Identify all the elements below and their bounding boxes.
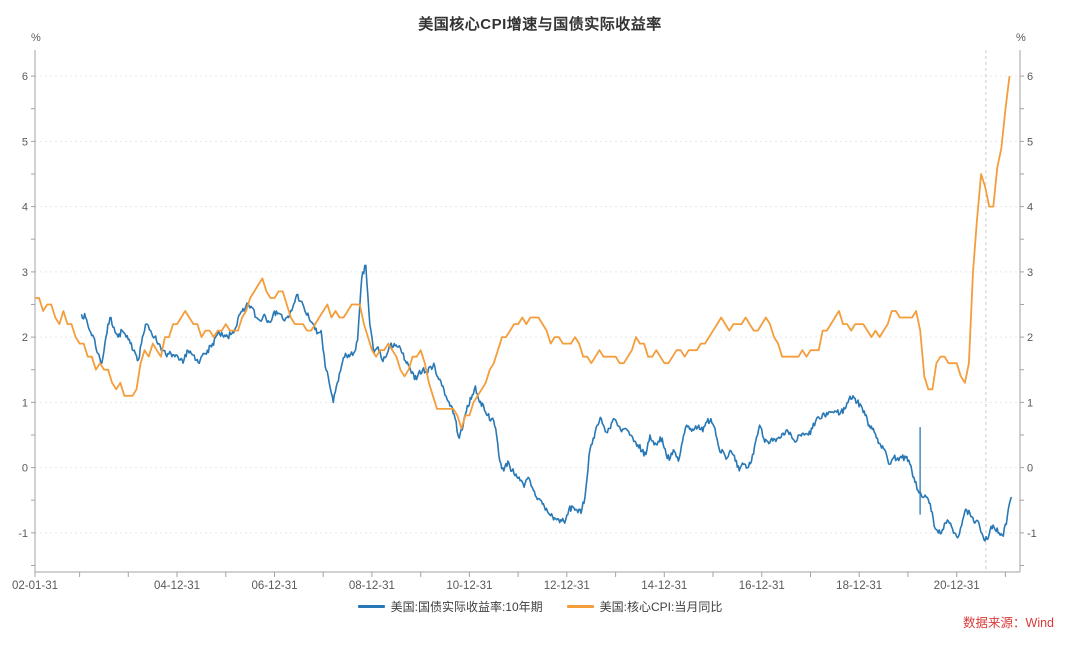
chart-title: 美国核心CPI增速与国债实际收益率 (418, 16, 662, 33)
y-tick-label: 5 (22, 136, 28, 148)
chart-legend: 美国:国债实际收益率:10年期 美国:核心CPI:当月同比 (0, 598, 1080, 615)
legend-label-real-yield: 美国:国债实际收益率:10年期 (390, 600, 543, 614)
y-tick-label: 4 (22, 202, 28, 214)
y-tick-label: 3 (1027, 267, 1033, 279)
series-line-core-cpi (35, 75, 1011, 430)
y-tick-label: 6 (22, 71, 28, 83)
x-tick-label: 04-12-31 (154, 580, 200, 592)
legend-label-core-cpi: 美国:核心CPI:当月同比 (599, 600, 723, 614)
y-tick-label: 5 (1027, 136, 1033, 148)
y-tick-label: 1 (22, 397, 28, 409)
y-tick-label: 2 (1027, 332, 1033, 344)
x-tick-label: 12-12-31 (544, 580, 590, 592)
x-tick-label: 02-01-31 (12, 580, 58, 592)
legend-item-core-cpi: 美国:核心CPI:当月同比 (566, 598, 723, 615)
y-tick-label: -1 (1027, 528, 1037, 540)
y-tick-label: -1 (18, 528, 28, 540)
y-tick-label: 4 (1027, 202, 1033, 214)
y-tick-label: 2 (22, 332, 28, 344)
data-source: 数据来源：Wind (963, 616, 1054, 630)
y-tick-label: 0 (1027, 463, 1033, 475)
x-tick-label: 16-12-31 (739, 580, 785, 592)
x-tick-label: 06-12-31 (251, 580, 297, 592)
legend-marker-real-yield (357, 605, 385, 608)
legend-marker-core-cpi (566, 605, 594, 608)
x-tick-label: 18-12-31 (836, 580, 882, 592)
x-tick-label: 14-12-31 (641, 580, 687, 592)
y-axis-unit-left: % (31, 32, 41, 44)
y-tick-label: 3 (22, 267, 28, 279)
series-line-real-yield (80, 264, 1013, 542)
x-tick-label: 20-12-31 (934, 580, 980, 592)
y-tick-label: 6 (1027, 71, 1033, 83)
x-tick-label: 10-12-31 (446, 580, 492, 592)
y-tick-label: 0 (22, 463, 28, 475)
y-tick-label: 1 (1027, 397, 1033, 409)
legend-item-real-yield: 美国:国债实际收益率:10年期 (357, 598, 543, 615)
x-tick-label: 08-12-31 (349, 580, 395, 592)
y-axis-unit-right: % (1016, 32, 1026, 44)
